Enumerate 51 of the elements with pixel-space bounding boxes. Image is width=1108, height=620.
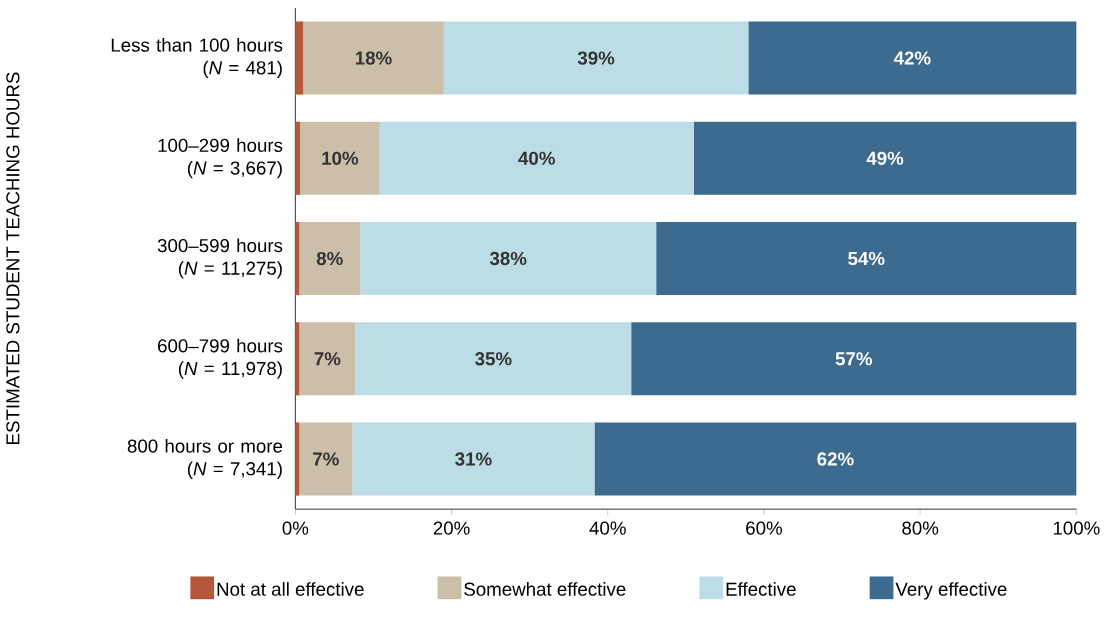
legend-label: Somewhat effective: [464, 582, 626, 596]
y-tick-label: Less than 100 hours (N = 481): [111, 38, 283, 79]
x-tick-label: 20%: [433, 521, 470, 535]
data-label: 7%: [313, 452, 339, 466]
legend-label: Very effective: [895, 582, 1007, 600]
x-tick-label: 60%: [746, 521, 783, 535]
bar: [656, 222, 1077, 296]
bar: [379, 121, 694, 195]
bar: [303, 21, 444, 95]
data-label: 54%: [848, 251, 885, 266]
data-label: 18%: [355, 51, 392, 65]
x-tick-label: 0%: [282, 521, 309, 535]
bar: [299, 322, 356, 396]
y-axis-title: ESTIMATED STUDENT TEACHING HOURS: [6, 72, 20, 445]
bar: [352, 422, 595, 496]
bar: [295, 422, 300, 496]
bar: [594, 422, 1077, 496]
data-label: 42%: [893, 51, 931, 65]
data-label: 49%: [866, 151, 904, 165]
bar: [295, 21, 304, 95]
data-label: 8%: [316, 251, 343, 266]
x-tick-label: 40%: [589, 521, 626, 535]
bar: [443, 21, 749, 95]
data-label: 57%: [835, 352, 873, 366]
x-tick-label: 100%: [1053, 521, 1100, 535]
legend-label: Effective: [726, 582, 796, 596]
bar: [360, 222, 657, 296]
bar: [299, 422, 353, 496]
data-label: 39%: [577, 51, 615, 65]
data-label: 31%: [455, 452, 492, 466]
y-tick-label: 800 hours or more (N = 7,341): [127, 439, 283, 480]
y-tick-label: 600–799 hours (N = 11,978): [158, 338, 283, 379]
data-label: 35%: [475, 352, 512, 366]
x-tick-label: 80%: [902, 521, 939, 535]
bar: [295, 222, 300, 296]
data-label: 7%: [314, 352, 341, 366]
bar: [355, 322, 632, 396]
data-label: 38%: [489, 251, 527, 266]
bar: [295, 121, 301, 195]
bar: [299, 222, 361, 296]
bar: [631, 322, 1077, 396]
data-label: 40%: [518, 151, 555, 165]
data-label: 10%: [322, 151, 359, 165]
bar: [748, 21, 1077, 95]
data-label: 62%: [817, 452, 854, 466]
y-tick-label: 300–599 hours (N = 11,275): [157, 238, 283, 279]
bar: [295, 322, 300, 396]
legend-label: Not at all effective: [217, 582, 364, 596]
bar: [300, 121, 380, 195]
y-tick-label: 100–299 hours (N = 3,667): [158, 138, 283, 179]
bar: [693, 121, 1077, 195]
